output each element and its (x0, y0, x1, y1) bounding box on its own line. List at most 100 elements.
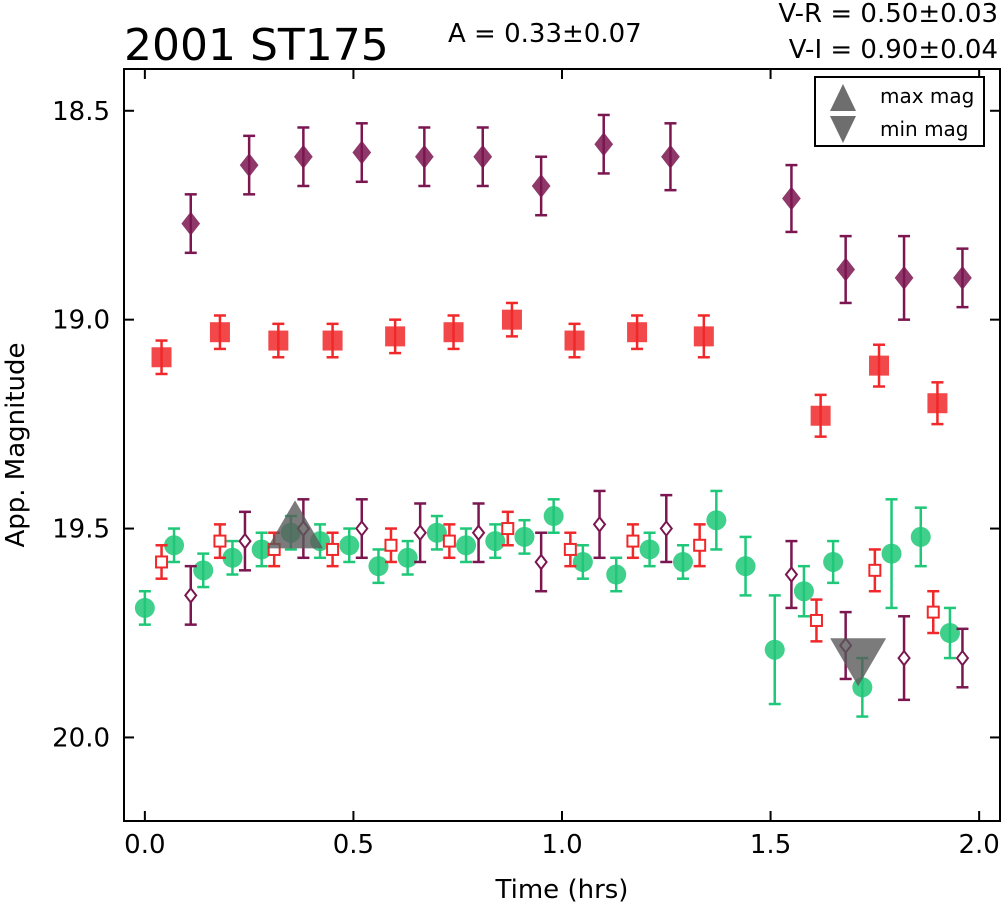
y-tick-label: 20.0 (52, 723, 110, 753)
data-point (442, 534, 456, 548)
y-tick-label: 19.5 (52, 515, 110, 545)
data-point (155, 555, 169, 569)
data-point (672, 551, 693, 572)
x-axis-label: Time (hrs) (495, 875, 629, 904)
plot-frame (123, 68, 1001, 822)
color-vi-label: V-I = 0.90±0.04 (789, 35, 998, 65)
data-point (894, 265, 914, 290)
max-mag-marker (267, 500, 324, 549)
data-point (782, 186, 801, 211)
data-point (869, 355, 890, 376)
data-point (910, 526, 931, 547)
data-point (810, 405, 831, 426)
data-point (572, 551, 593, 572)
data-point (426, 522, 447, 543)
legend-min-mag-icon (830, 116, 856, 143)
data-point (564, 330, 585, 351)
data-point (563, 542, 577, 556)
y-axis-label: App. Magnitude (1, 342, 31, 547)
legend-max-mag-icon (830, 84, 856, 111)
data-point (881, 543, 902, 564)
data-point (809, 613, 823, 627)
data-point (413, 524, 427, 542)
data-point (322, 330, 343, 351)
data-point (693, 326, 714, 347)
data-point (222, 547, 243, 568)
data-point (836, 257, 856, 282)
data-point (213, 534, 227, 548)
data-point (501, 309, 522, 330)
data-point (639, 539, 660, 560)
y-tick-label: 19.0 (52, 306, 110, 336)
data-point (184, 586, 198, 605)
extremum-markers (267, 500, 887, 687)
data-point (485, 531, 506, 552)
data-point (693, 538, 707, 552)
min-mag-marker (830, 638, 887, 687)
data-point (352, 140, 372, 165)
data-point (443, 322, 464, 343)
data-point (626, 534, 640, 548)
data-point (456, 535, 477, 556)
color-vr-label: V-R = 0.50±0.03 (778, 0, 998, 29)
data-point (939, 623, 960, 643)
data-point (164, 535, 185, 556)
data-point (955, 649, 970, 667)
data-point (414, 144, 434, 169)
data-point (592, 515, 607, 534)
data-point (355, 519, 369, 538)
data-point (209, 322, 230, 343)
series-square-filled (151, 301, 948, 438)
data-point (661, 144, 680, 169)
x-tick-label: 0.0 (124, 830, 165, 860)
data-point (239, 153, 259, 178)
data-point (385, 326, 406, 347)
data-point (471, 524, 486, 542)
data-point (706, 510, 727, 531)
data-point (627, 322, 648, 343)
data-point (534, 553, 548, 571)
data-point (926, 605, 940, 619)
data-point (326, 542, 340, 556)
data-point (193, 560, 214, 581)
data-point (181, 211, 201, 236)
data-point (764, 639, 785, 660)
series-square-open (155, 510, 940, 643)
data-point (238, 532, 252, 550)
data-point (531, 173, 551, 198)
legend: max mag min mag (814, 76, 985, 147)
data-point (514, 526, 535, 547)
data-point (368, 556, 389, 577)
data-point (251, 539, 272, 560)
data-point (501, 522, 515, 536)
series-diamond-filled (181, 113, 972, 321)
data-point (594, 132, 614, 157)
data-point (868, 563, 882, 577)
data-point (473, 144, 493, 169)
data-point (294, 144, 313, 169)
data-point (927, 393, 948, 414)
data-point (543, 506, 564, 527)
data-point (823, 551, 844, 572)
x-tick-label: 1.0 (541, 830, 582, 860)
chart-title: 2001 ST175 (124, 20, 389, 71)
x-tick-label: 1.5 (750, 830, 791, 860)
amplitude-label: A = 0.33±0.07 (448, 19, 642, 49)
data-point (659, 519, 674, 538)
data-point (606, 564, 627, 585)
data-point (134, 597, 155, 618)
data-point (397, 547, 418, 568)
series-circle-filled (134, 489, 960, 718)
data-point (953, 265, 972, 290)
legend-label-min-mag: min mag (880, 117, 969, 141)
x-tick-label: 2.0 (958, 830, 999, 860)
data-point (735, 556, 756, 577)
x-tick-label: 0.5 (333, 830, 374, 860)
y-tick-label: 18.5 (52, 97, 110, 127)
axis-ticks: 0.0 0.5 1.0 1.5 2.0 18.5 19.0 19.5 20.0 (52, 69, 1000, 860)
data-point (384, 538, 398, 552)
data-point (268, 330, 289, 351)
legend-label-max-mag: max mag (880, 84, 974, 108)
data-point (151, 347, 172, 368)
